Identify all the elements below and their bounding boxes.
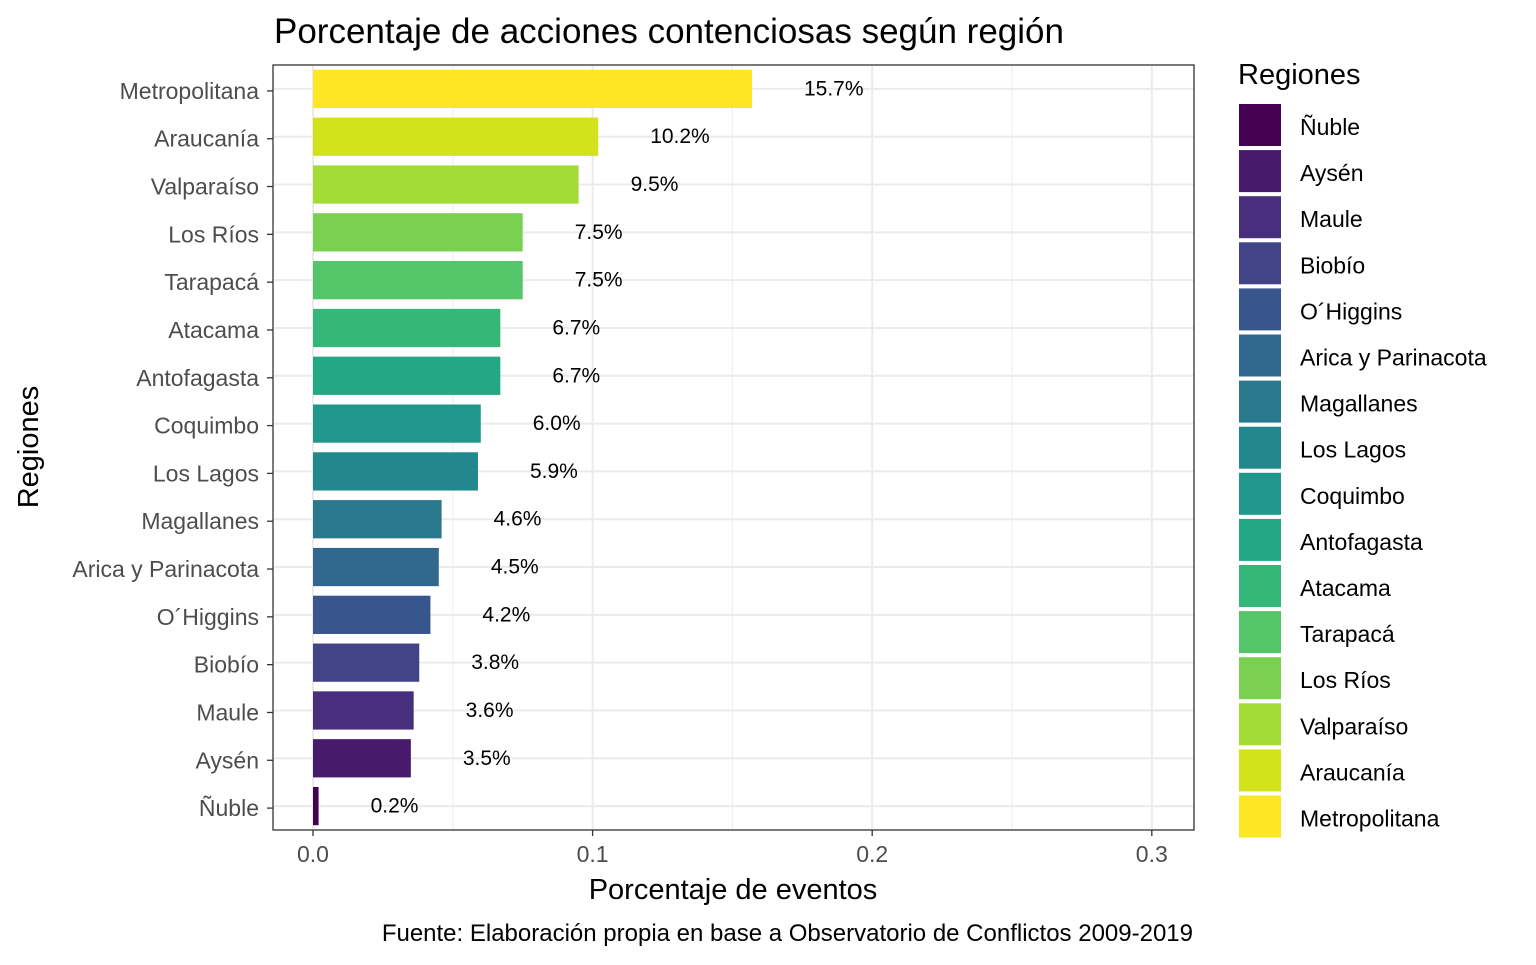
legend-swatch <box>1239 426 1281 469</box>
y-tick-label: Los Lagos <box>153 460 259 486</box>
legend-label: Atacama <box>1300 575 1391 601</box>
bar <box>313 643 420 682</box>
bar <box>313 547 439 587</box>
legend-swatch <box>1239 242 1281 285</box>
bar <box>313 213 523 252</box>
bar-value-label: 9.5% <box>631 173 679 196</box>
y-tick-label: Aysén <box>195 747 259 773</box>
legend-swatch <box>1239 150 1281 193</box>
legend-swatch <box>1239 334 1281 377</box>
bar <box>313 500 442 539</box>
bar <box>313 786 319 826</box>
bar-value-label: 7.5% <box>575 221 623 244</box>
legend-label: Los Ríos <box>1300 667 1391 693</box>
bar-value-label: 0.2% <box>371 795 419 818</box>
legend-label: Magallanes <box>1300 391 1418 417</box>
x-tick-label: 0.0 <box>297 841 329 867</box>
bar <box>313 356 501 395</box>
bar-value-label: 3.8% <box>471 651 519 674</box>
y-axis-title: Regiones <box>13 386 45 509</box>
y-tick-label: Valparaíso <box>151 174 259 200</box>
y-tick-label: Ñuble <box>199 795 259 821</box>
legend-label: Biobío <box>1300 252 1365 278</box>
legend-label: Maule <box>1300 206 1363 232</box>
x-tick-label: 0.3 <box>1136 841 1168 867</box>
legend: Regiones Ñuble Aysén Maule Biobío O´Higgins A… <box>1238 59 1487 838</box>
bar <box>313 452 478 491</box>
legend-swatch <box>1239 749 1281 792</box>
y-tick-label: Biobío <box>194 652 259 678</box>
x-axis-title: Porcentaje de eventos <box>589 874 878 906</box>
bar-value-label: 3.5% <box>463 747 511 770</box>
legend-swatch <box>1239 657 1281 700</box>
legend-swatch <box>1239 196 1281 239</box>
bar <box>313 308 501 348</box>
bar <box>313 261 523 300</box>
legend-label: Tarapacá <box>1300 621 1395 647</box>
bar-value-label: 4.2% <box>482 603 530 626</box>
legend-swatch <box>1239 565 1281 607</box>
chart-title: Porcentaje de acciones contenciosas segú… <box>274 12 1064 51</box>
bar <box>313 595 431 634</box>
legend-swatch <box>1239 104 1281 146</box>
bar <box>313 691 414 730</box>
y-axis: Metropolitana Araucanía Valparaíso Los Ríos… <box>72 78 273 821</box>
chart-caption: Fuente: Elaboración propia en base a Obs… <box>382 920 1193 947</box>
y-tick-label: Arica y Parinacota <box>72 556 259 582</box>
legend-title: Regiones <box>1238 59 1361 91</box>
legend-label: Coquimbo <box>1300 483 1405 509</box>
legend-swatch <box>1239 518 1281 561</box>
legend-label: Metropolitana <box>1300 806 1440 832</box>
legend-swatch <box>1239 703 1281 746</box>
y-tick-label: O´Higgins <box>157 604 259 630</box>
bars-layer <box>313 69 752 826</box>
x-tick-label: 0.1 <box>577 841 609 867</box>
bar-value-label: 5.9% <box>530 460 578 483</box>
bar <box>313 117 599 156</box>
y-tick-label: Atacama <box>168 317 259 343</box>
bar <box>313 404 481 443</box>
y-tick-label: Los Ríos <box>168 221 259 247</box>
y-tick-label: Metropolitana <box>120 78 260 104</box>
y-tick-label: Maule <box>196 699 259 725</box>
y-tick-label: Tarapacá <box>164 269 259 295</box>
legend-label: Valparaíso <box>1300 713 1408 739</box>
legend-label: O´Higgins <box>1300 298 1402 324</box>
bar <box>313 69 752 109</box>
x-axis: 0.0 0.1 0.2 0.3 <box>297 830 1168 867</box>
legend-swatch <box>1239 795 1281 838</box>
bar <box>313 739 411 778</box>
bar-value-label: 15.7% <box>804 77 864 100</box>
legend-swatch <box>1239 472 1281 515</box>
y-tick-label: Coquimbo <box>154 413 259 439</box>
legend-swatch <box>1239 380 1281 423</box>
legend-label: Araucanía <box>1300 759 1405 785</box>
legend-label: Arica y Parinacota <box>1300 345 1487 371</box>
legend-swatch <box>1239 288 1281 331</box>
legend-items: Ñuble Aysén Maule Biobío O´Higgins Arica y Pa… <box>1239 104 1487 838</box>
bar-value-label: 6.7% <box>552 316 600 339</box>
bar-value-label: 10.2% <box>650 125 710 148</box>
y-tick-label: Magallanes <box>141 508 259 534</box>
legend-swatch <box>1239 611 1281 654</box>
legend-label: Ñuble <box>1300 114 1360 140</box>
bar-value-label: 3.6% <box>466 699 514 722</box>
legend-label: Antofagasta <box>1300 529 1423 555</box>
bar <box>313 165 579 204</box>
plot-panel: 15.7% 10.2% 9.5% 7.5% 7.5% 6.7% 6.7% 6.0% 5.9% 4.… <box>272 64 1195 831</box>
bar-value-label: 6.7% <box>552 364 600 387</box>
x-tick-label: 0.2 <box>856 841 888 867</box>
y-tick-label: Araucanía <box>154 126 259 152</box>
bar-value-label: 6.0% <box>533 412 581 435</box>
plot-border <box>272 64 1195 831</box>
bar-value-label: 4.6% <box>494 508 542 531</box>
bar-value-label: 7.5% <box>575 269 623 292</box>
bar-labels-layer: 15.7% 10.2% 9.5% 7.5% 7.5% 6.7% 6.7% 6.0% 5.9% 4.… <box>371 77 864 817</box>
legend-label: Aysén <box>1300 160 1364 186</box>
bar-value-label: 4.5% <box>491 556 539 579</box>
legend-label: Los Lagos <box>1300 437 1406 463</box>
y-tick-label: Antofagasta <box>136 365 259 391</box>
